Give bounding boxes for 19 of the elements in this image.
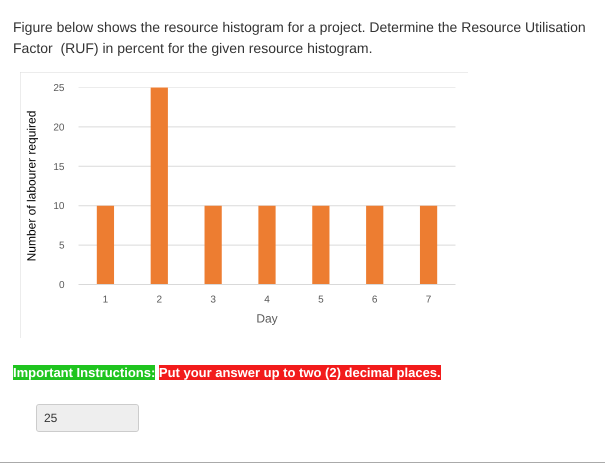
y-tick-label: 25 bbox=[53, 83, 65, 94]
text: Important Instructions: bbox=[13, 365, 156, 380]
x-tick-label: 3 bbox=[210, 294, 216, 306]
text: 25 bbox=[36, 404, 139, 432]
y-tick-label: 0 bbox=[58, 280, 65, 291]
y-tick-label: 20 bbox=[53, 122, 65, 134]
x-tick-label: 1 bbox=[102, 294, 109, 306]
x-tick-label: 5 bbox=[318, 294, 324, 306]
y-axis-title: Number of labourer required bbox=[24, 110, 38, 262]
y-tick-label: 10 bbox=[53, 201, 65, 212]
text: Put your answer up to two (2) decimal places. bbox=[158, 365, 441, 380]
x-tick-label: 7 bbox=[426, 294, 432, 306]
chart-title: Figure below shows the resource histogram for a project. Determine the Resource Utilisation Factor (RUF) in percent for the given resource histogram. bbox=[13, 18, 587, 58]
x-tick-label: 2 bbox=[156, 294, 163, 306]
x-tick-label: 6 bbox=[372, 294, 378, 306]
y-tick-label: 15 bbox=[53, 162, 65, 173]
x-tick-label: 4 bbox=[264, 294, 270, 306]
x-axis-title: Day bbox=[256, 312, 278, 326]
y-tick-label: 5 bbox=[58, 240, 65, 252]
